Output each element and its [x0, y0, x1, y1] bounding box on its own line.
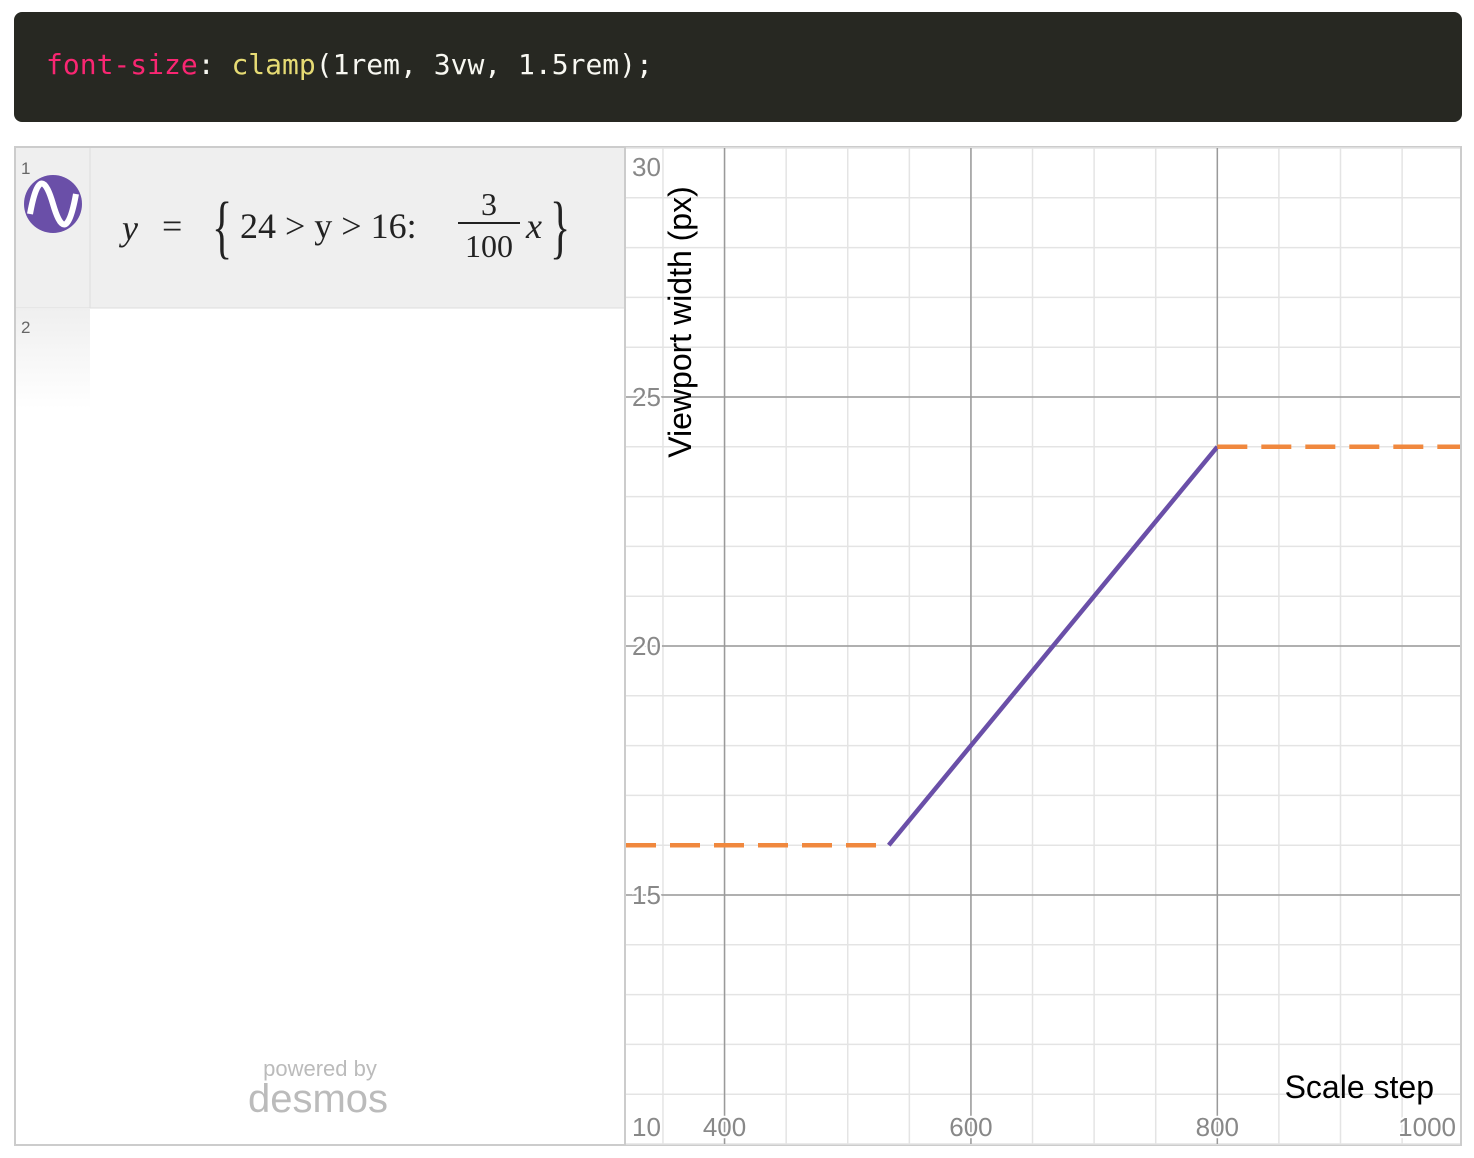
math-numerator: 3 [481, 186, 497, 222]
expression-number: 2 [21, 318, 30, 337]
math-expression: y = { 24 > y > 16: 3 100 x } [119, 186, 570, 266]
brand-name: desmos [248, 1077, 388, 1121]
math-condition: 24 > y > 16: [240, 206, 417, 246]
x-tick-label: 1000 [1398, 1112, 1456, 1142]
expression-row[interactable] [16, 148, 624, 308]
x-tick-label: 600 [949, 1112, 992, 1142]
code-args: (1rem, 3vw, 1.5rem); [316, 48, 653, 81]
math-lhs: y [119, 208, 138, 248]
powered-by: powered by [263, 1056, 377, 1081]
code-property: font-size [46, 48, 198, 81]
math-denominator: 100 [465, 228, 513, 264]
y-tick-label: 15 [632, 880, 661, 910]
line [887, 445, 1220, 847]
code-function: clamp [231, 48, 315, 81]
code-colon: : [198, 48, 215, 81]
code-line: font-size: clamp(1rem, 3vw, 1.5rem); [46, 48, 653, 81]
y-tick-label: 30 [632, 152, 661, 182]
expression-number: 1 [21, 159, 30, 178]
x-axis-label: Scale step [1285, 1069, 1434, 1105]
y-tick-label: 25 [632, 382, 661, 412]
brace: } [550, 189, 570, 265]
graph[interactable]: 400 600 800 1000 10 15 20 25 30 Scale step Viewpor… [626, 147, 1460, 1145]
math-variable: x [525, 206, 542, 246]
desmos-icon [24, 175, 82, 233]
y-tick-label: 10 [632, 1112, 661, 1142]
expression-row-empty[interactable] [16, 309, 90, 409]
code-block [14, 12, 1462, 122]
y-axis-label: Viewport width (px) [662, 186, 698, 458]
x-tick-label: 400 [703, 1112, 746, 1142]
y-tick-label: 20 [632, 631, 661, 661]
x-tick-label: 800 [1196, 1112, 1239, 1142]
brace: { [212, 189, 232, 265]
math-equals: = [162, 206, 182, 246]
